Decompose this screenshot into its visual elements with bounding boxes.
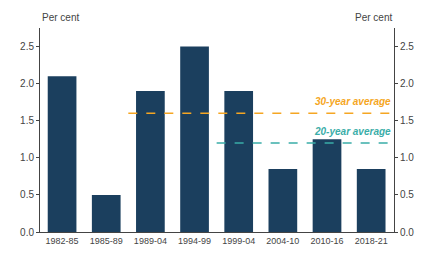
svg-text:2.5: 2.5 [400, 41, 414, 52]
svg-text:0.0: 0.0 [400, 227, 414, 238]
svg-text:1.5: 1.5 [20, 115, 34, 126]
svg-text:0.5: 0.5 [20, 189, 34, 200]
svg-text:1994-99: 1994-99 [178, 236, 211, 246]
svg-text:1.5: 1.5 [400, 115, 414, 126]
svg-text:30-year average: 30-year average [315, 96, 391, 107]
svg-text:0.5: 0.5 [400, 189, 414, 200]
svg-text:2010-16: 2010-16 [311, 236, 344, 246]
svg-text:2.5: 2.5 [20, 41, 34, 52]
svg-text:2.0: 2.0 [400, 78, 414, 89]
svg-text:Per cent: Per cent [42, 12, 79, 23]
svg-text:1985-89: 1985-89 [90, 236, 123, 246]
svg-text:1989-04: 1989-04 [134, 236, 167, 246]
svg-text:Per cent: Per cent [355, 12, 392, 23]
svg-text:1999-04: 1999-04 [222, 236, 255, 246]
svg-text:1.0: 1.0 [20, 152, 34, 163]
svg-text:20-year average: 20-year average [314, 126, 391, 137]
svg-text:2.0: 2.0 [20, 78, 34, 89]
svg-text:1982-85: 1982-85 [46, 236, 79, 246]
svg-text:0.0: 0.0 [20, 227, 34, 238]
svg-text:2004-10: 2004-10 [266, 236, 299, 246]
svg-text:2018-21: 2018-21 [355, 236, 388, 246]
svg-text:1.0: 1.0 [400, 152, 414, 163]
